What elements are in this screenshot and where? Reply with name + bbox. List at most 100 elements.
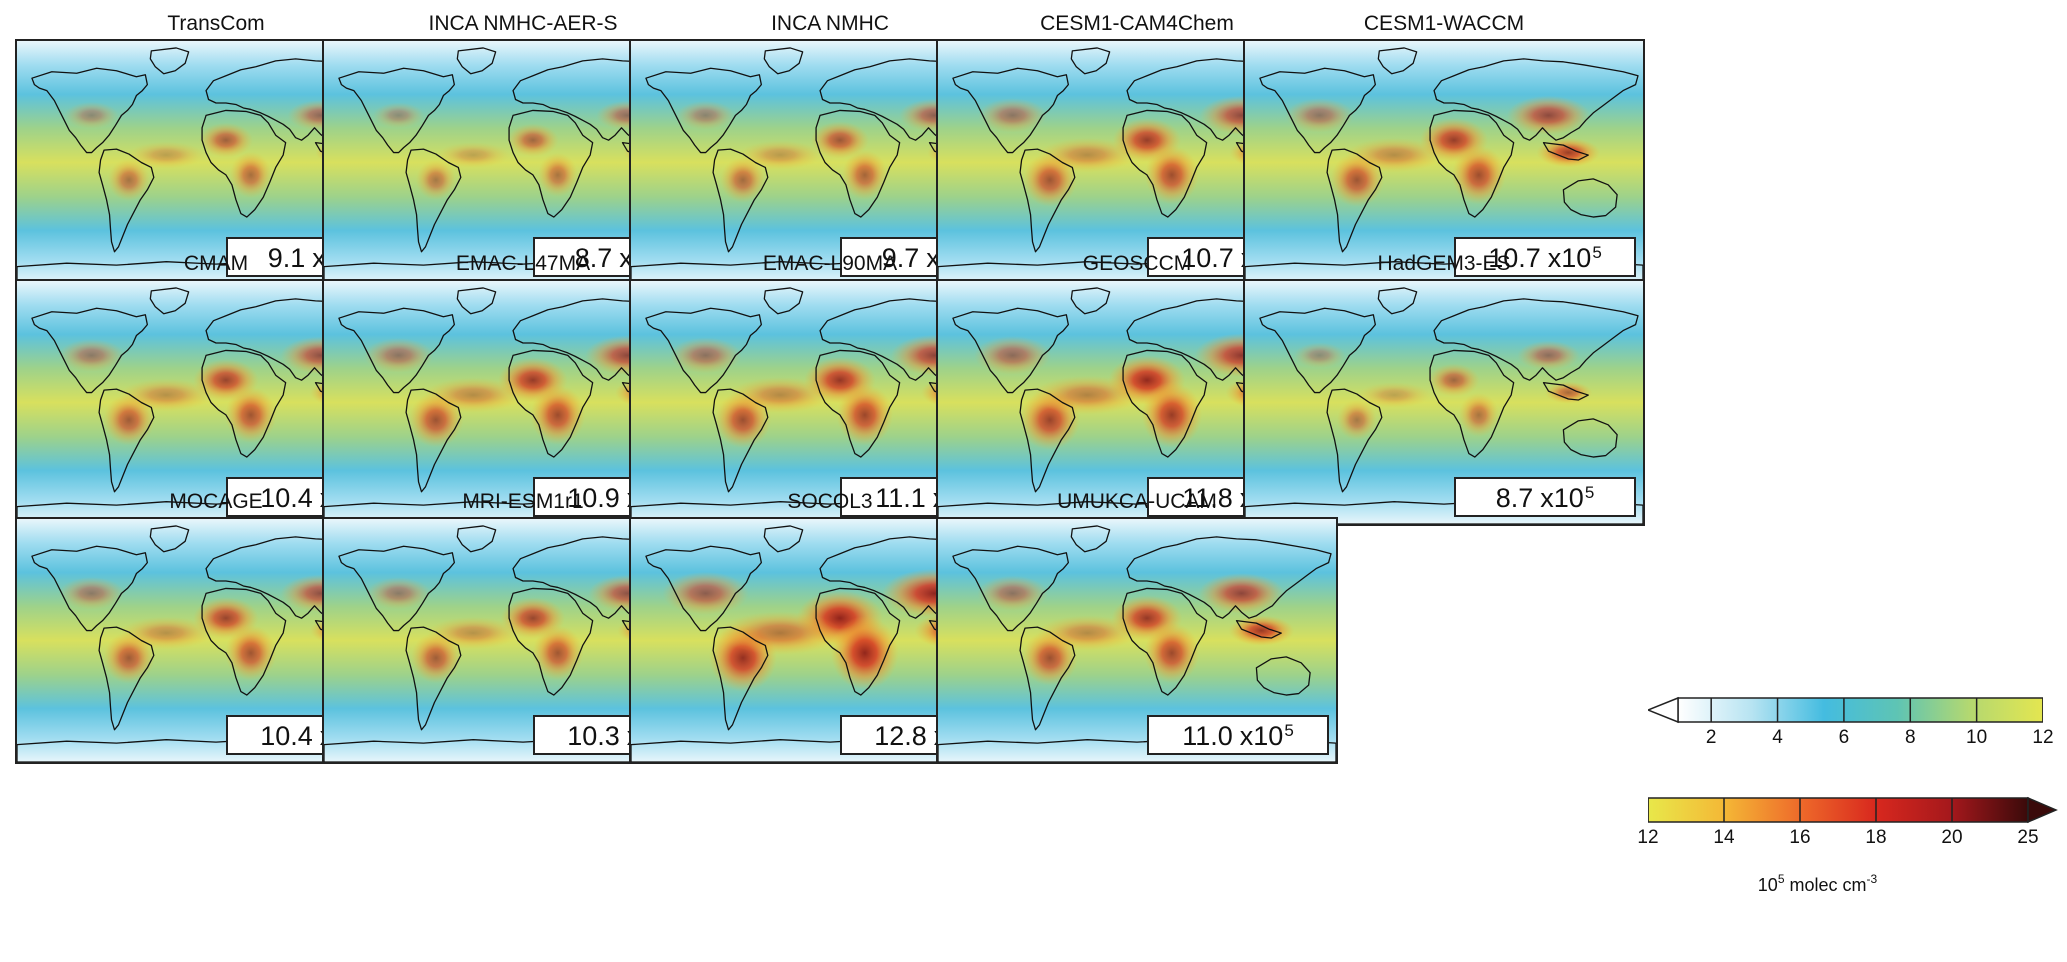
- value-mantissa: 8.7: [574, 243, 613, 273]
- panel-title: SOCOL3: [787, 490, 873, 513]
- coastline-greenland: [149, 47, 190, 75]
- coastline-africa: [815, 587, 901, 696]
- coastline-greenland: [456, 525, 497, 553]
- hotspot: [119, 616, 214, 650]
- colorbar-tick-label: 6: [1838, 727, 1850, 748]
- value-mantissa: 12.8: [874, 721, 927, 751]
- value-exponent: 5: [1284, 721, 1294, 740]
- hotspot: [1144, 145, 1199, 205]
- coastline-south-america: [1019, 388, 1076, 493]
- coastline-south-america: [712, 388, 769, 493]
- hotspot: [738, 140, 822, 170]
- panel-title: CMAM: [183, 252, 249, 275]
- coastline-north-america: [952, 307, 1069, 394]
- coastline-north-america: [952, 545, 1069, 632]
- coastline-north-america: [1259, 307, 1376, 394]
- hotspot: [532, 625, 584, 681]
- value-multiplier: x10: [1547, 243, 1592, 273]
- coastline-africa: [1122, 349, 1208, 458]
- hotspot: [978, 98, 1047, 133]
- coastline-south-america: [1326, 148, 1383, 253]
- model-panel: UMUKCA-UCAM 11.0 x105: [936, 488, 1338, 764]
- coastline-greenland: [1377, 47, 1418, 75]
- colorbar-gradient: [1677, 697, 2044, 723]
- hotspot: [198, 122, 253, 158]
- coastline-south-america: [98, 148, 155, 253]
- panel-title: INCA NMHC: [771, 12, 889, 35]
- coastline-africa: [1429, 109, 1515, 218]
- coastline-north-america: [645, 545, 762, 632]
- hotspot: [366, 577, 431, 610]
- hotspot: [58, 577, 125, 610]
- colorbar-tick-label: 25: [2017, 827, 2039, 848]
- hotspot: [662, 571, 749, 615]
- panel-title: CESM1-CAM4Chem: [1040, 12, 1234, 35]
- coastline-africa: [201, 349, 287, 458]
- coastline-south-america: [712, 148, 769, 253]
- panel-title: MOCAGE: [169, 490, 263, 513]
- value-mantissa: 9.1: [267, 243, 306, 273]
- panel-title: HadGEM3-ES: [1377, 252, 1511, 275]
- hotspot: [1506, 95, 1591, 135]
- coastline-south-america: [1019, 626, 1076, 731]
- coastline-africa: [1429, 349, 1515, 458]
- coastline-africa: [201, 587, 287, 696]
- value-exponent: 5: [1584, 483, 1595, 502]
- coastline-north-america: [31, 307, 148, 394]
- hotspot: [1228, 615, 1295, 646]
- hotspot: [1285, 98, 1354, 133]
- hotspot: [372, 102, 425, 129]
- value-mantissa: 11.1: [875, 483, 926, 513]
- coastline-south-america: [98, 388, 155, 493]
- coastline-africa: [201, 109, 287, 218]
- panel-title: UMUKCA-UCAM: [1057, 490, 1217, 513]
- colorbar-tick-label: 16: [1789, 827, 1811, 848]
- panel-title: EMAC-L47MA: [455, 252, 591, 275]
- hotspot: [974, 336, 1052, 375]
- hotspot: [841, 150, 888, 200]
- panel-title: EMAC-L90MA: [762, 252, 898, 275]
- hotspot: [225, 386, 277, 443]
- colorbar-tick-label: 12: [2032, 727, 2054, 748]
- value-multiplier: x10: [1540, 483, 1584, 513]
- hotspot: [718, 611, 842, 655]
- hotspot: [1038, 137, 1137, 173]
- coastline-greenland: [763, 47, 804, 75]
- coastline-australia: [1255, 656, 1311, 696]
- hotspot: [1141, 382, 1203, 448]
- units-prefix: 10: [1757, 875, 1778, 895]
- colorbar-tick-label: 18: [1865, 827, 1887, 848]
- hotspot: [537, 152, 579, 197]
- hotspot: [107, 158, 151, 201]
- hotspot: [1198, 573, 1285, 614]
- coastline-north-america: [645, 307, 762, 394]
- panel-title: TransCom: [167, 12, 265, 35]
- hotspot: [1144, 622, 1200, 684]
- hotspot: [1345, 137, 1444, 173]
- hotspot: [1451, 145, 1506, 205]
- hotspot: [1428, 363, 1480, 397]
- hotspot: [720, 157, 766, 203]
- coastline-north-america: [338, 545, 455, 632]
- panel-title: CESM1-WACCM: [1363, 12, 1525, 35]
- hotspot: [507, 123, 559, 157]
- value-mantissa: 11.8: [1182, 483, 1233, 513]
- coastline-maritime-asia: [1542, 142, 1589, 161]
- coastline-maritime-asia: [1542, 382, 1589, 401]
- colorbar-warm: 12 14 16 18 20 25: [1637, 795, 2058, 855]
- hotspot: [229, 151, 273, 198]
- colorbar-tick-label: 2: [1705, 727, 1717, 748]
- coastline-north-america: [645, 67, 762, 154]
- hotspot: [64, 101, 119, 129]
- model-panel: HadGEM3-ES 8.7 x105: [1243, 250, 1645, 526]
- colorbar-tick-label: 14: [1713, 827, 1735, 848]
- coastline-south-america: [405, 626, 462, 731]
- panel-title: INCA NMHC-AER-S: [428, 12, 618, 35]
- hotspot: [1336, 399, 1378, 440]
- hotspot: [436, 142, 510, 168]
- coastline-africa: [815, 109, 901, 218]
- hotspot: [119, 378, 214, 412]
- units-text: molec cm: [1784, 875, 1867, 895]
- hotspot: [669, 337, 742, 374]
